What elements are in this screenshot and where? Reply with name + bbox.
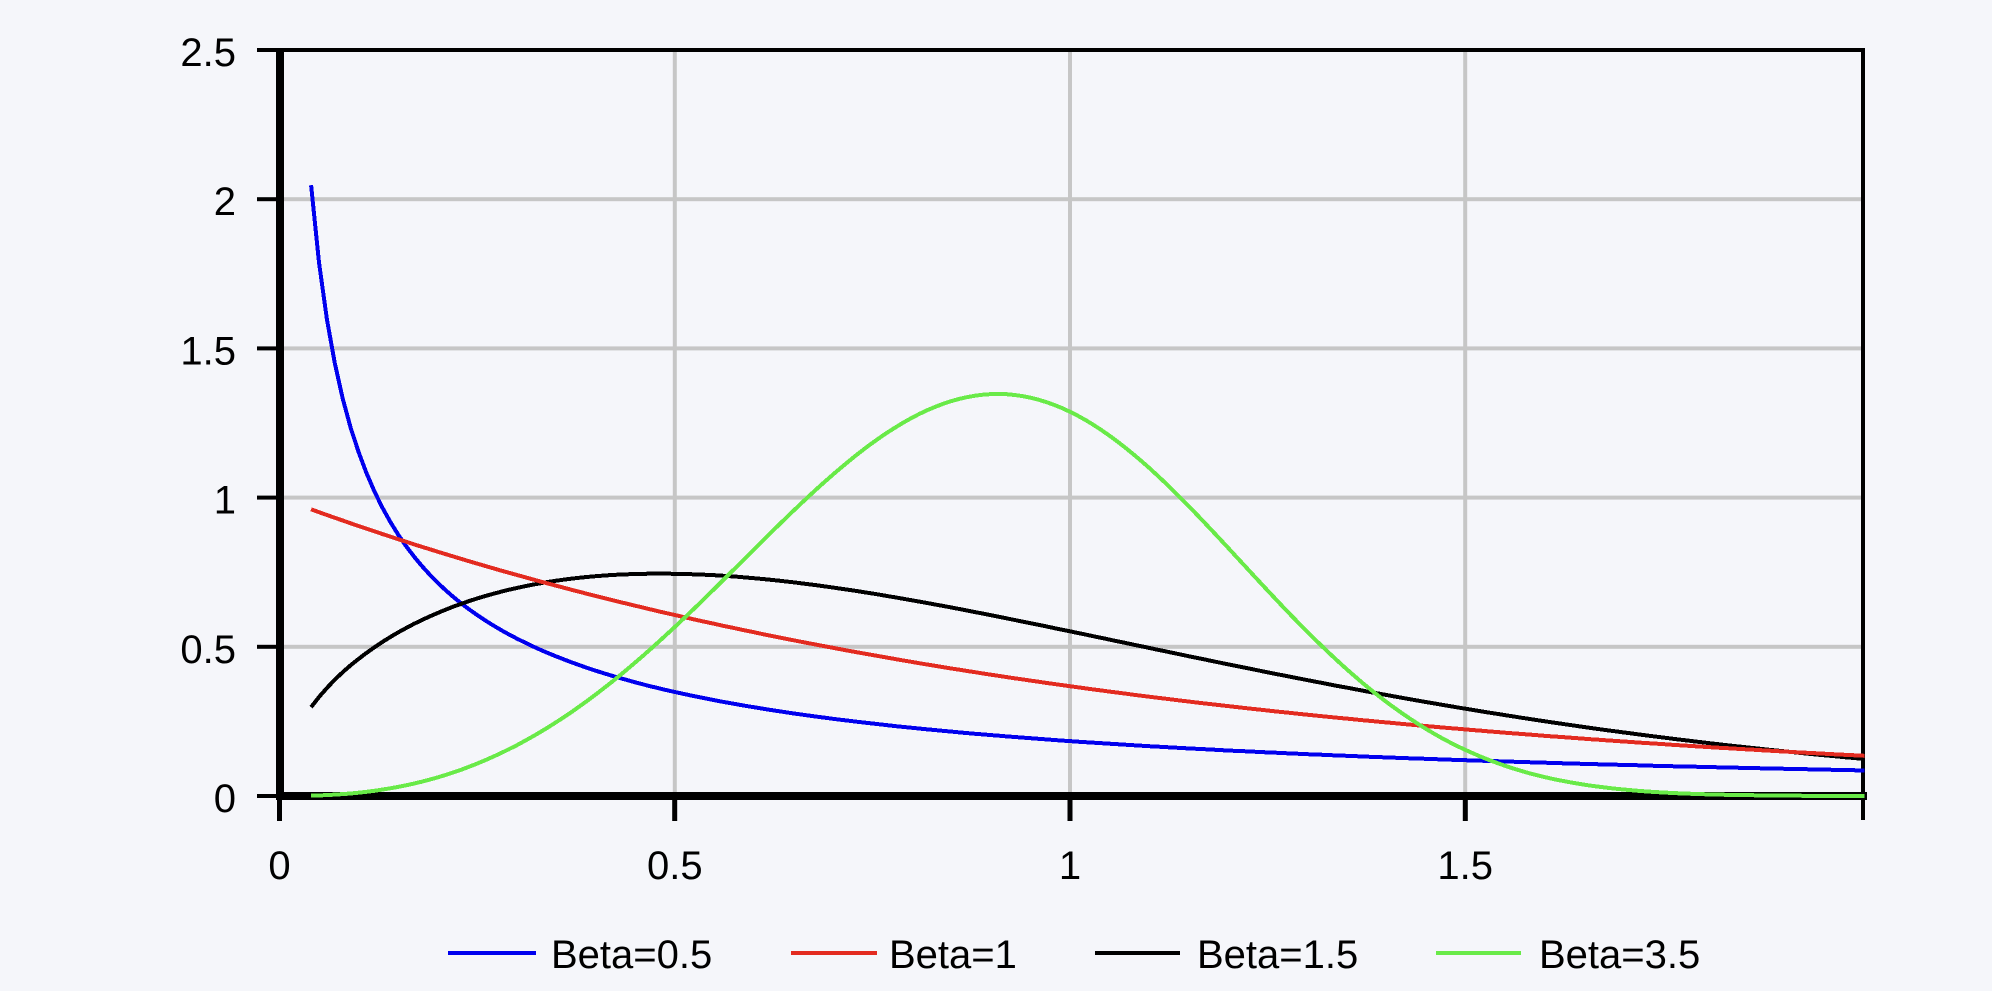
svg-text:1: 1: [214, 479, 236, 523]
svg-text:1: 1: [1059, 844, 1081, 888]
svg-text:1.5: 1.5: [180, 329, 236, 373]
svg-text:0.5: 0.5: [647, 844, 703, 888]
svg-text:Beta=0.5: Beta=0.5: [551, 933, 712, 977]
svg-text:Beta=1: Beta=1: [889, 933, 1017, 977]
svg-text:0: 0: [214, 777, 236, 821]
svg-text:0.5: 0.5: [180, 628, 236, 672]
svg-text:Beta=3.5: Beta=3.5: [1539, 933, 1700, 977]
svg-text:Beta=1.5: Beta=1.5: [1197, 933, 1358, 977]
svg-text:0: 0: [268, 844, 290, 888]
svg-text:2: 2: [214, 180, 236, 224]
svg-text:1.5: 1.5: [1437, 844, 1493, 888]
svg-text:2.5: 2.5: [180, 31, 236, 75]
